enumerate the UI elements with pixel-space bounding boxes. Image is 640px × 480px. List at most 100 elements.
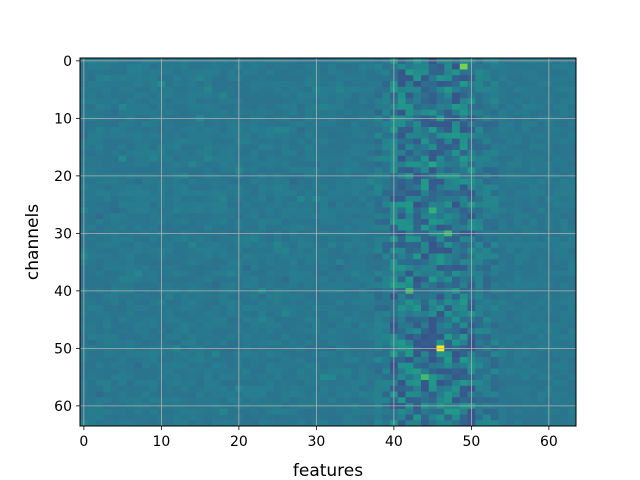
- heatmap-cell: [506, 63, 515, 70]
- heatmap-cell: [498, 150, 507, 157]
- heatmap-cell: [490, 109, 499, 116]
- heatmap-cell: [258, 236, 267, 243]
- heatmap-cell: [514, 276, 523, 283]
- heatmap-cell: [289, 362, 298, 369]
- heatmap-cell: [304, 362, 313, 369]
- heatmap-cell: [149, 167, 158, 174]
- heatmap-cell: [405, 224, 414, 231]
- heatmap-cell: [165, 380, 174, 387]
- heatmap-cell: [281, 311, 290, 318]
- heatmap-cell: [405, 397, 414, 404]
- heatmap-cell: [281, 224, 290, 231]
- heatmap-cell: [196, 104, 205, 111]
- heatmap-cell: [211, 276, 220, 283]
- heatmap-cell: [95, 219, 104, 226]
- heatmap-cell: [180, 362, 189, 369]
- heatmap-cell: [374, 144, 383, 151]
- heatmap-cell: [204, 408, 213, 415]
- heatmap-cell: [475, 63, 484, 70]
- heatmap-cell: [444, 121, 453, 128]
- heatmap-cell: [436, 247, 445, 254]
- heatmap-cell: [351, 247, 360, 254]
- heatmap-cell: [142, 253, 151, 260]
- heatmap-cell: [188, 305, 197, 312]
- heatmap-cell: [452, 328, 461, 335]
- heatmap-cell: [452, 253, 461, 260]
- heatmap-cell: [196, 63, 205, 70]
- heatmap-cell: [103, 276, 112, 283]
- heatmap-cell: [413, 207, 422, 214]
- heatmap-cell: [126, 259, 135, 266]
- heatmap-cell: [537, 155, 546, 162]
- heatmap-cell: [397, 155, 406, 162]
- heatmap-cell: [514, 242, 523, 249]
- heatmap-cell: [180, 104, 189, 111]
- heatmap-cell: [475, 196, 484, 203]
- heatmap-cell: [118, 109, 127, 116]
- heatmap-cell: [413, 98, 422, 105]
- heatmap-cell: [366, 161, 375, 168]
- heatmap-cell: [134, 144, 143, 151]
- heatmap-cell: [320, 69, 329, 76]
- heatmap-cell: [219, 201, 228, 208]
- heatmap-cell: [483, 397, 492, 404]
- heatmap-cell: [204, 219, 213, 226]
- heatmap-cell: [568, 69, 577, 76]
- heatmap-cell: [111, 190, 120, 197]
- heatmap-cell: [111, 207, 120, 214]
- heatmap-cell: [95, 311, 104, 318]
- heatmap-cell: [211, 311, 220, 318]
- heatmap-cell: [521, 293, 530, 300]
- heatmap-cell: [95, 362, 104, 369]
- heatmap-cell: [281, 420, 290, 427]
- heatmap-cell: [436, 299, 445, 306]
- heatmap-cell: [560, 92, 569, 99]
- x-tick-label: 60: [540, 434, 558, 450]
- heatmap-cell: [219, 247, 228, 254]
- y-tick-label: 10: [54, 111, 72, 127]
- heatmap-cell: [452, 334, 461, 341]
- heatmap-cell: [436, 334, 445, 341]
- heatmap-cell: [374, 155, 383, 162]
- heatmap-cell: [118, 414, 127, 421]
- heatmap-cell: [506, 150, 515, 157]
- heatmap-cell: [483, 247, 492, 254]
- heatmap-cell: [529, 374, 538, 381]
- heatmap-cell: [111, 351, 120, 358]
- heatmap-cell: [529, 299, 538, 306]
- heatmap-cell: [95, 339, 104, 346]
- heatmap-cell: [266, 276, 275, 283]
- heatmap-cell: [103, 397, 112, 404]
- heatmap-cell: [413, 305, 422, 312]
- heatmap-cell: [204, 132, 213, 139]
- heatmap-cell: [343, 167, 352, 174]
- heatmap-cell: [320, 357, 329, 364]
- heatmap-cell: [351, 328, 360, 335]
- heatmap-cell: [211, 299, 220, 306]
- heatmap-cell: [289, 86, 298, 93]
- heatmap-cell: [281, 408, 290, 415]
- heatmap-cell: [506, 155, 515, 162]
- heatmap-cell: [335, 322, 344, 329]
- heatmap-cell: [273, 380, 282, 387]
- heatmap-cell: [568, 86, 577, 93]
- heatmap-cell: [366, 311, 375, 318]
- heatmap-cell: [359, 86, 368, 93]
- heatmap-cell: [421, 81, 430, 88]
- heatmap-cell: [250, 121, 259, 128]
- heatmap-cell: [359, 311, 368, 318]
- heatmap-cell: [521, 414, 530, 421]
- heatmap-cell: [405, 305, 414, 312]
- heatmap-cell: [483, 305, 492, 312]
- heatmap-cell: [436, 362, 445, 369]
- heatmap-cell: [568, 334, 577, 341]
- heatmap-cell: [297, 293, 306, 300]
- heatmap-cell: [87, 397, 96, 404]
- heatmap-cell: [266, 184, 275, 191]
- heatmap-cell: [111, 397, 120, 404]
- heatmap-cell: [95, 236, 104, 243]
- heatmap-cell: [304, 322, 313, 329]
- heatmap-cell: [196, 127, 205, 134]
- heatmap-cell: [490, 385, 499, 392]
- heatmap-cell: [227, 219, 236, 226]
